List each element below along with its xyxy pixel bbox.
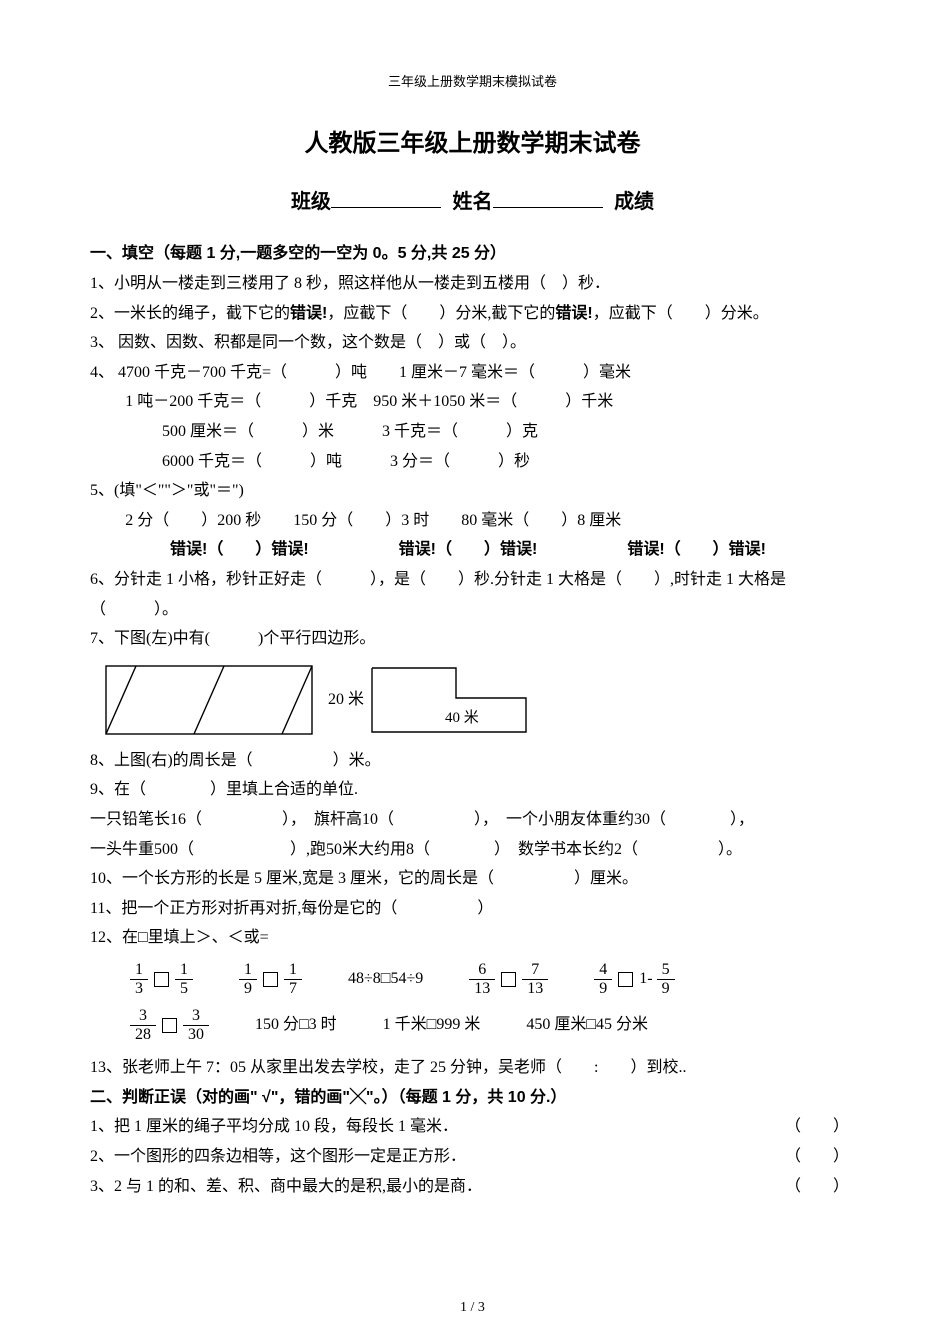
s2q2-paren[interactable]: （ ） <box>785 1142 849 1172</box>
diagram-row: 20 米 40 米 <box>104 664 855 736</box>
q11: 11、把一个正方形对折再对折,每份是它的（ ） <box>90 894 855 924</box>
q4a: 4、 4700 千克－700 千克=（ ）吨 1 厘米－7 毫米＝（ ）毫米 <box>90 358 855 388</box>
frac-row-1: 13 15 19 17 48÷8□54÷9 613 713 49 1- 59 <box>130 961 855 997</box>
name-blank[interactable] <box>493 186 603 208</box>
q10: 10、一个长方形的长是 5 厘米,宽是 3 厘米，它的周长是（ ）厘米。 <box>90 864 855 894</box>
q6: 6、分针走 1 小格，秒针正好走（ ），是（ ）秒.分针走 1 大格是（ ）,时… <box>90 565 855 624</box>
label-20: 20 米 <box>328 685 364 715</box>
compare-box[interactable] <box>618 972 633 987</box>
compare-box[interactable] <box>263 972 278 987</box>
class-label: 班级 <box>291 191 331 213</box>
compare-box[interactable] <box>154 972 169 987</box>
compare-box[interactable] <box>162 1018 177 1033</box>
s2q3-paren[interactable]: （ ） <box>785 1172 849 1202</box>
section1-header: 一、填空（每题 1 分,一题多空的一空为 0。5 分,共 25 分） <box>90 239 855 269</box>
q9b: 一头牛重500（ ）,跑50米大约用8（ ） 数学书本长约2（ ）。 <box>90 835 855 865</box>
q1: 1、小明从一楼走到三楼用了 8 秒，照这样他从一楼走到五楼用（ ）秒． <box>90 269 855 299</box>
s2q2-text: 2、一个图形的四条边相等，这个图形一定是正方形． <box>90 1148 466 1165</box>
one-minus: 1- <box>639 964 652 994</box>
q2-text-a: 2、一米长的绳子，截下它的 <box>90 305 290 322</box>
page-title: 人教版三年级上册数学期末试卷 <box>90 122 855 166</box>
cmp-1km: 1 千米□999 米 <box>383 1010 481 1040</box>
q9a: 一只铅笔长16（ ）， 旗杆高10（ ）， 一个小朋友体重约30（ ）， <box>90 805 855 835</box>
s2q1-text: 1、把 1 厘米的绳子平均分成 10 段，每段长 1 毫米． <box>90 1118 458 1135</box>
cmp-150min: 150 分□3 时 <box>255 1010 337 1040</box>
q2: 2、一米长的绳子，截下它的错误!，应截下（ ）分米,截下它的错误!，应截下（ ）… <box>90 299 855 329</box>
class-blank[interactable] <box>331 186 441 208</box>
q5c-1: 错误!（ ）错误! <box>170 535 309 565</box>
q3: 3、 因数、因数、积都是同一个数，这个数是（ ）或（ ）。 <box>90 328 855 358</box>
q4b: 1 吨－200 千克＝（ ）千克 950 米＋1050 米＝（ ）千米 <box>90 387 855 417</box>
div-compare: 48÷8□54÷9 <box>348 964 423 994</box>
q5b: 2 分（ ）200 秒 150 分（ ）3 时 80 毫米（ ）8 厘米 <box>90 506 855 536</box>
s2q1-paren[interactable]: （ ） <box>785 1112 849 1142</box>
q9: 9、在（ ）里填上合适的单位. <box>90 775 855 805</box>
q2-err2: 错误! <box>555 305 592 322</box>
frac-1-3-1-5: 13 15 <box>130 961 193 997</box>
cmp-450cm: 450 厘米□45 分米 <box>526 1010 648 1040</box>
score-label: 成绩 <box>614 191 654 213</box>
q13: 13、张老师上午 7：05 从家里出发去学校，走了 25 分钟，吴老师（ : ）… <box>90 1053 855 1083</box>
top-header: 三年级上册数学期末模拟试卷 <box>90 70 855 94</box>
q5a: 5、(填"＜""＞"或"＝") <box>90 476 855 506</box>
page-footer: 1 / 3 <box>0 1295 945 1321</box>
s2q3: 3、2 与 1 的和、差、积、商中最大的是积,最小的是商． （ ） <box>90 1172 855 1202</box>
q4d: 6000 千克＝（ ）吨 3 分＝（ ）秒 <box>90 447 855 477</box>
section2-header: 二、判断正误（对的画" √"，错的画"╳"。）（每题 1 分，共 10 分.） <box>90 1083 855 1113</box>
q2-text-c: ，应截下（ ）分米。 <box>593 305 769 322</box>
frac-3-28-3-30: 328 330 <box>130 1007 209 1043</box>
q5c: 错误!（ ）错误! 错误!（ ）错误! 错误!（ ）错误! <box>90 535 855 565</box>
q2-err1: 错误! <box>290 305 327 322</box>
q2-text-b: ，应截下（ ）分米,截下它的 <box>327 305 555 322</box>
lshape-figure: 40 米 <box>370 666 530 734</box>
q12: 12、在□里填上＞、＜或= <box>90 923 855 953</box>
frac-6-13-7-13: 613 713 <box>469 961 548 997</box>
compare-box[interactable] <box>501 972 516 987</box>
q7: 7、下图(左)中有( )个平行四边形。 <box>90 624 855 654</box>
frac-row-2: 328 330 150 分□3 时 1 千米□999 米 450 厘米□45 分… <box>130 1007 855 1043</box>
parallelogram-figure <box>104 664 314 736</box>
q8: 8、上图(右)的周长是（ ）米。 <box>90 746 855 776</box>
s2q2: 2、一个图形的四条边相等，这个图形一定是正方形． （ ） <box>90 1142 855 1172</box>
frac-1-9-1-7: 19 17 <box>239 961 302 997</box>
form-line: 班级 姓名 成绩 <box>90 184 855 221</box>
label-40-svg: 40 米 <box>445 709 479 726</box>
q5c-3: 错误!（ ）错误! <box>627 535 766 565</box>
s2q1: 1、把 1 厘米的绳子平均分成 10 段，每段长 1 毫米． （ ） <box>90 1112 855 1142</box>
frac-4-9-1minus-5-9: 49 1- 59 <box>594 961 674 997</box>
name-label: 姓名 <box>453 191 493 213</box>
q4c: 500 厘米＝（ ）米 3 千克＝（ ）克 <box>90 417 855 447</box>
q5c-2: 错误!（ ）错误! <box>399 535 538 565</box>
s2q3-text: 3、2 与 1 的和、差、积、商中最大的是积,最小的是商． <box>90 1178 482 1195</box>
